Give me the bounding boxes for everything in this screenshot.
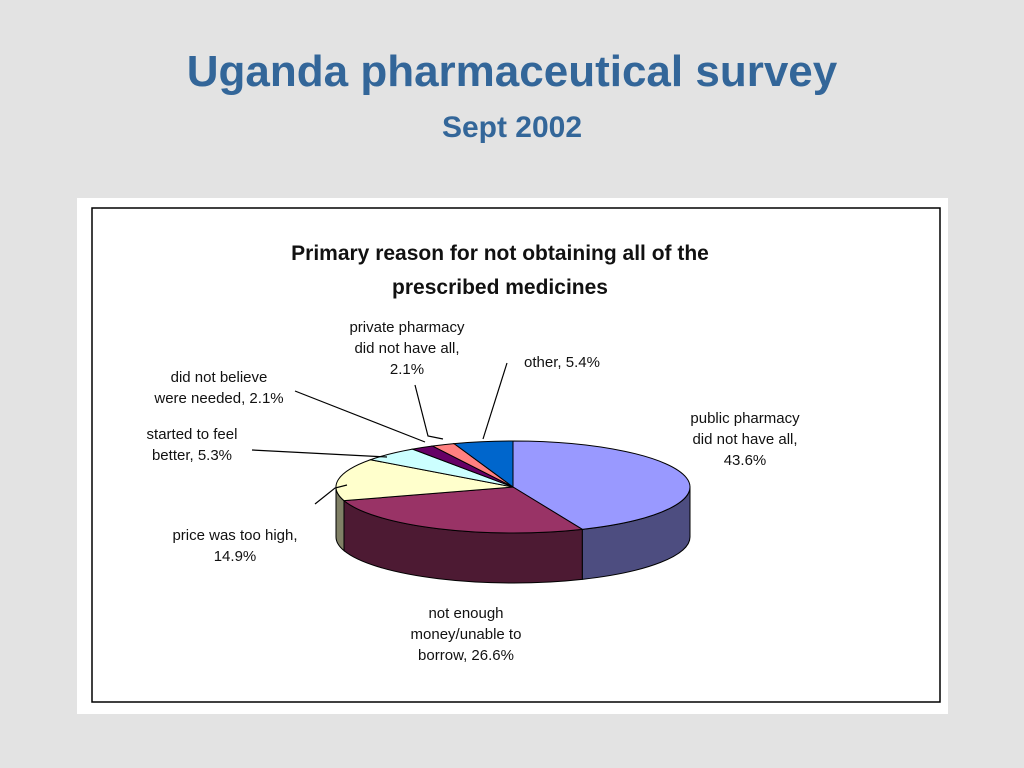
slice-label-line: did not have all, xyxy=(692,431,797,448)
pie-slice-0 xyxy=(512,440,691,530)
slice-label-line: better, 5.3% xyxy=(152,447,232,464)
leader-line-6 xyxy=(482,362,508,440)
slice-label-line: not enough xyxy=(428,605,503,622)
chart-title-line-2: prescribed medicines xyxy=(392,276,608,299)
leader-line-4 xyxy=(294,390,426,443)
slice-label-0: public pharmacy did not have all, 43.6% xyxy=(690,410,800,469)
leader-lines xyxy=(251,362,508,505)
chart-figure: Primary reason for not obtaining all of … xyxy=(77,198,948,714)
slide-title: Uganda pharmaceutical survey xyxy=(186,47,838,96)
slide-subtitle: Sept 2002 xyxy=(441,111,583,144)
slice-label-3: started to feel better, 5.3% xyxy=(147,426,238,464)
slice-label-line: 43.6% xyxy=(724,452,767,469)
slice-label-line: started to feel xyxy=(147,426,238,443)
slice-label-5: private pharmacy did not have all, 2.1% xyxy=(349,319,465,378)
slice-label-line: public pharmacy xyxy=(690,410,800,427)
slice-label-line: money/unable to xyxy=(411,626,522,643)
slice-label-line: were needed, 2.1% xyxy=(153,390,283,407)
slice-label-line: price was too high, xyxy=(172,527,297,544)
slice-label-line: did not believe xyxy=(171,369,268,386)
slice-label-6: other, 5.4% xyxy=(524,354,600,371)
slice-label-line: other, 5.4% xyxy=(524,354,600,371)
slice-label-2: price was too high, 14.9% xyxy=(172,527,297,565)
slice-label-line: did not have all, xyxy=(354,340,459,357)
leader-line-5 xyxy=(414,384,444,440)
pie-slices xyxy=(335,440,691,534)
leader-line-2 xyxy=(314,484,348,505)
pie-slice-1 xyxy=(342,486,584,534)
chart-title-line-1: Primary reason for not obtaining all of … xyxy=(291,242,709,265)
pie-slice-6 xyxy=(452,440,514,488)
slice-label-4: did not believe were needed, 2.1% xyxy=(153,369,283,407)
pie-chart: Primary reason for not obtaining all of … xyxy=(91,207,941,703)
slice-label-line: borrow, 26.6% xyxy=(418,647,514,664)
pie-slice-2 xyxy=(335,459,514,502)
slice-label-line: 14.9% xyxy=(214,548,257,565)
slice-label-line: private pharmacy xyxy=(349,319,465,336)
slice-label-line: 2.1% xyxy=(390,361,424,378)
leader-line-3 xyxy=(251,449,388,458)
slice-label-1: not enough money/unable to borrow, 26.6% xyxy=(411,605,522,664)
slice-labels: public pharmacy did not have all, 43.6% not… xyxy=(147,319,801,664)
